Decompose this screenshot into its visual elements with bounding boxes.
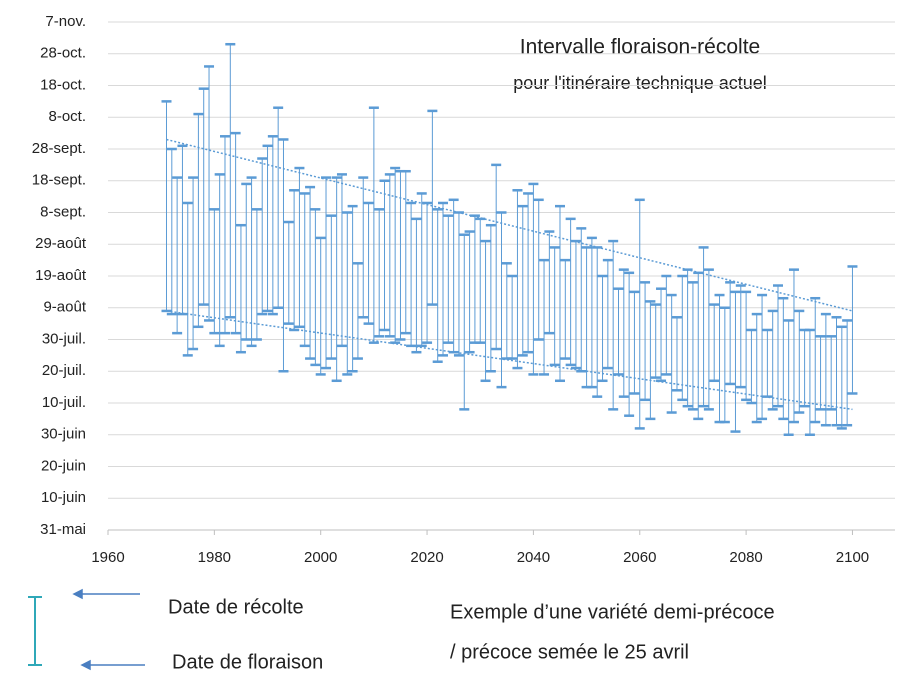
annotation: / précoce semée le 25 avril	[450, 641, 689, 663]
y-tick-label: 18-oct.	[40, 76, 86, 93]
y-tick-label: 29-août	[35, 235, 87, 252]
y-tick-label: 9-août	[43, 299, 86, 316]
trend-line	[166, 138, 853, 312]
y-tick-label: 19-août	[35, 267, 87, 284]
y-tick-label: 7-nov.	[45, 13, 86, 30]
x-tick-label: 2000	[304, 549, 337, 566]
trend-line	[166, 310, 853, 411]
x-tick-label: 2080	[729, 549, 762, 566]
y-tick-label: 18-sept.	[32, 172, 86, 189]
y-tick-label: 20-juin	[41, 457, 86, 474]
y-tick-label: 28-oct.	[40, 45, 86, 62]
y-tick-label: 30-juin	[41, 426, 86, 443]
annotation: Exemple d’une variété demi-précoce	[450, 601, 775, 623]
y-tick-label: 30-juil.	[42, 330, 86, 347]
x-tick-label: 2060	[623, 549, 656, 566]
y-tick-label: 8-sept.	[40, 203, 86, 220]
x-tick-label: 2100	[836, 549, 869, 566]
x-tick-label: 1980	[198, 549, 231, 566]
chart-subtitle: pour l'itinéraire technique actuel	[513, 73, 767, 93]
y-tick-label: 20-juil.	[42, 362, 86, 379]
y-tick-label: 31-mai	[40, 521, 86, 538]
chart-title: Intervalle floraison-récolte	[520, 36, 760, 59]
y-tick-label: 10-juil.	[42, 394, 86, 411]
x-tick-label: 2040	[517, 549, 550, 566]
legend-label: Date de récolte	[168, 596, 304, 618]
y-tick-label: 28-sept.	[32, 140, 86, 157]
y-tick-label: 10-juin	[41, 489, 86, 506]
legend-arrows	[72, 588, 145, 671]
x-tick-label: 1960	[91, 549, 124, 566]
legend-label: Date de floraison	[172, 651, 323, 673]
y-tick-label: 8-oct.	[48, 108, 86, 125]
x-tick-label: 2020	[410, 549, 443, 566]
